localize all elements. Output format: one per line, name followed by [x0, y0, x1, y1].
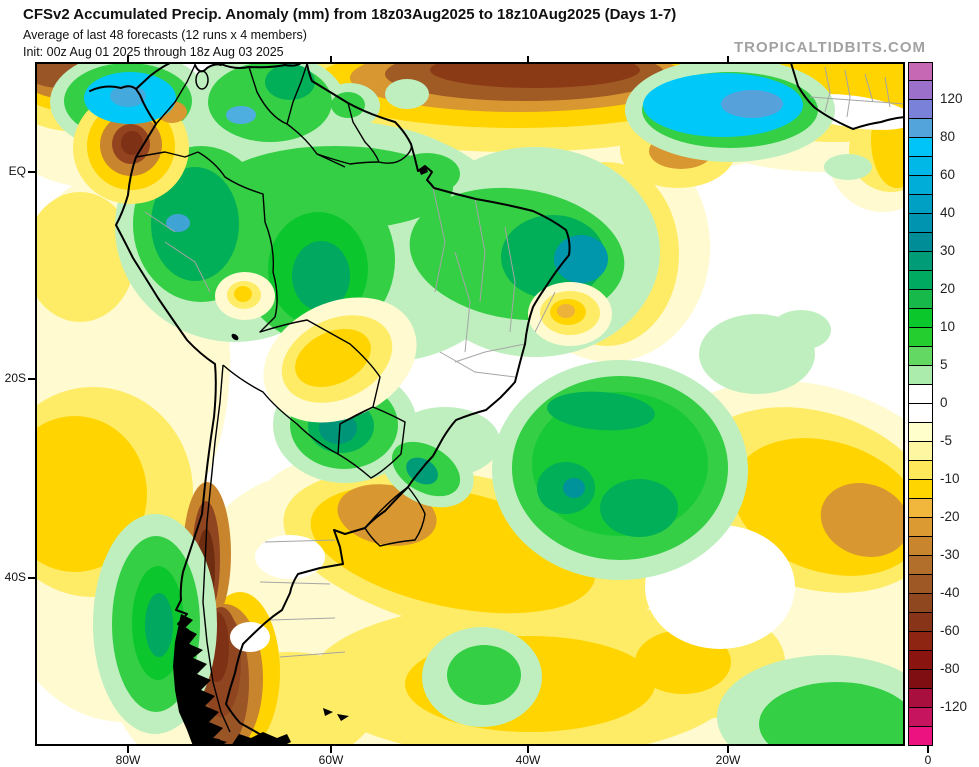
colorbar-cell-29	[908, 613, 933, 632]
colorbar-cell-33	[908, 689, 933, 708]
lon-tick-label: 40W	[515, 753, 541, 767]
lat-tick-label: EQ	[8, 164, 26, 178]
state-borders	[144, 66, 905, 658]
colorbar-cell-16	[908, 366, 933, 385]
coastlines	[89, 62, 905, 746]
colorbar-cell-19	[908, 423, 933, 442]
subtitle: Average of last 48 forecasts (12 runs x …	[23, 28, 307, 42]
lon-tick-top	[527, 56, 529, 62]
wet-cyan-cores	[84, 72, 803, 232]
colorbar-tick-label: 60	[940, 167, 956, 182]
colorbar-cell-34	[908, 708, 933, 727]
colorbar-tick-label: -60	[940, 623, 960, 638]
lat-tick-label: 20S	[4, 371, 26, 385]
colorbar-tick-label: 20	[940, 281, 956, 296]
colorbar-cell-15	[908, 347, 933, 366]
colorbar-cell-35	[908, 727, 933, 746]
map-area	[35, 62, 905, 746]
colorbar-cell-2	[908, 100, 933, 119]
colorbar-cell-30	[908, 632, 933, 651]
colorbar-tick-label: -20	[940, 509, 960, 524]
colorbar-tick-label: -30	[940, 547, 960, 562]
colorbar-tick-label: -10	[940, 471, 960, 486]
init-line: Init: 00z Aug 01 2025 through 18z Aug 03…	[23, 45, 284, 59]
colorbar-cell-31	[908, 651, 933, 670]
colorbar-cell-6	[908, 176, 933, 195]
colorbar-cell-1	[908, 81, 933, 100]
colorbar-tick-label: -120	[940, 699, 968, 714]
country-borders	[135, 63, 426, 733]
wet-deep-cores	[132, 64, 708, 680]
colorbar-tick-label: 0	[940, 395, 948, 410]
colorbar-cell-4	[908, 138, 933, 157]
colorbar-tick-label: 5	[940, 357, 948, 372]
lon-tick	[127, 746, 129, 753]
lat-tick	[28, 577, 35, 579]
lon-tick-top	[727, 56, 729, 62]
colorbar-cell-5	[908, 157, 933, 176]
colorbar-cell-24	[908, 518, 933, 537]
colorbar-cell-32	[908, 670, 933, 689]
lon-tick	[927, 746, 929, 753]
colorbar-cell-13	[908, 309, 933, 328]
colorbar-cell-23	[908, 499, 933, 518]
colorbar-tick-label: -5	[940, 433, 953, 448]
watermark: TROPICALTIDBITS.COM	[733, 39, 926, 56]
colorbar-tick-label: 40	[940, 205, 956, 220]
lon-tick-label: 0	[924, 753, 932, 767]
lat-tick	[28, 378, 35, 380]
lon-tick-top	[330, 56, 332, 62]
colorbar-tick-label: 10	[940, 319, 956, 334]
colorbar-tick-label: -80	[940, 661, 960, 676]
colorbar-cell-10	[908, 252, 933, 271]
colorbar	[908, 62, 933, 746]
lon-tick	[727, 746, 729, 753]
colorbar-cell-17	[908, 385, 933, 404]
colorbar-cell-8	[908, 214, 933, 233]
colorbar-cell-11	[908, 271, 933, 290]
colorbar-tick-label: 120	[940, 91, 963, 106]
colorbar-cell-7	[908, 195, 933, 214]
colorbar-tick-label: 80	[940, 129, 956, 144]
colorbar-cell-0	[908, 62, 933, 81]
colorbar-cell-27	[908, 575, 933, 594]
precip-anomaly-map	[35, 62, 905, 746]
lon-tick-top	[127, 56, 129, 62]
colorbar-cell-18	[908, 404, 933, 423]
colorbar-tick-label: 30	[940, 243, 956, 258]
colorbar-cell-12	[908, 290, 933, 309]
lon-tick-label: 20W	[715, 753, 741, 767]
map-frame	[35, 62, 905, 746]
page-title: CFSv2 Accumulated Precip. Anomaly (mm) f…	[23, 6, 677, 23]
colorbar-cell-14	[908, 328, 933, 347]
colorbar-cell-9	[908, 233, 933, 252]
colorbar-tick-label: -40	[940, 585, 960, 600]
lon-tick	[527, 746, 529, 753]
lon-tick-label: 60W	[318, 753, 344, 767]
lat-tick	[28, 171, 35, 173]
lat-tick-label: 40S	[4, 570, 26, 584]
colorbar-cell-22	[908, 480, 933, 499]
colorbar-cell-28	[908, 594, 933, 613]
colorbar-cell-21	[908, 461, 933, 480]
colorbar-cell-26	[908, 556, 933, 575]
colorbar-cell-20	[908, 442, 933, 461]
colorbar-cell-25	[908, 537, 933, 556]
lon-tick	[330, 746, 332, 753]
colorbar-cell-3	[908, 119, 933, 138]
lon-tick-label: 80W	[115, 753, 141, 767]
islands-and-fjords	[173, 166, 428, 746]
